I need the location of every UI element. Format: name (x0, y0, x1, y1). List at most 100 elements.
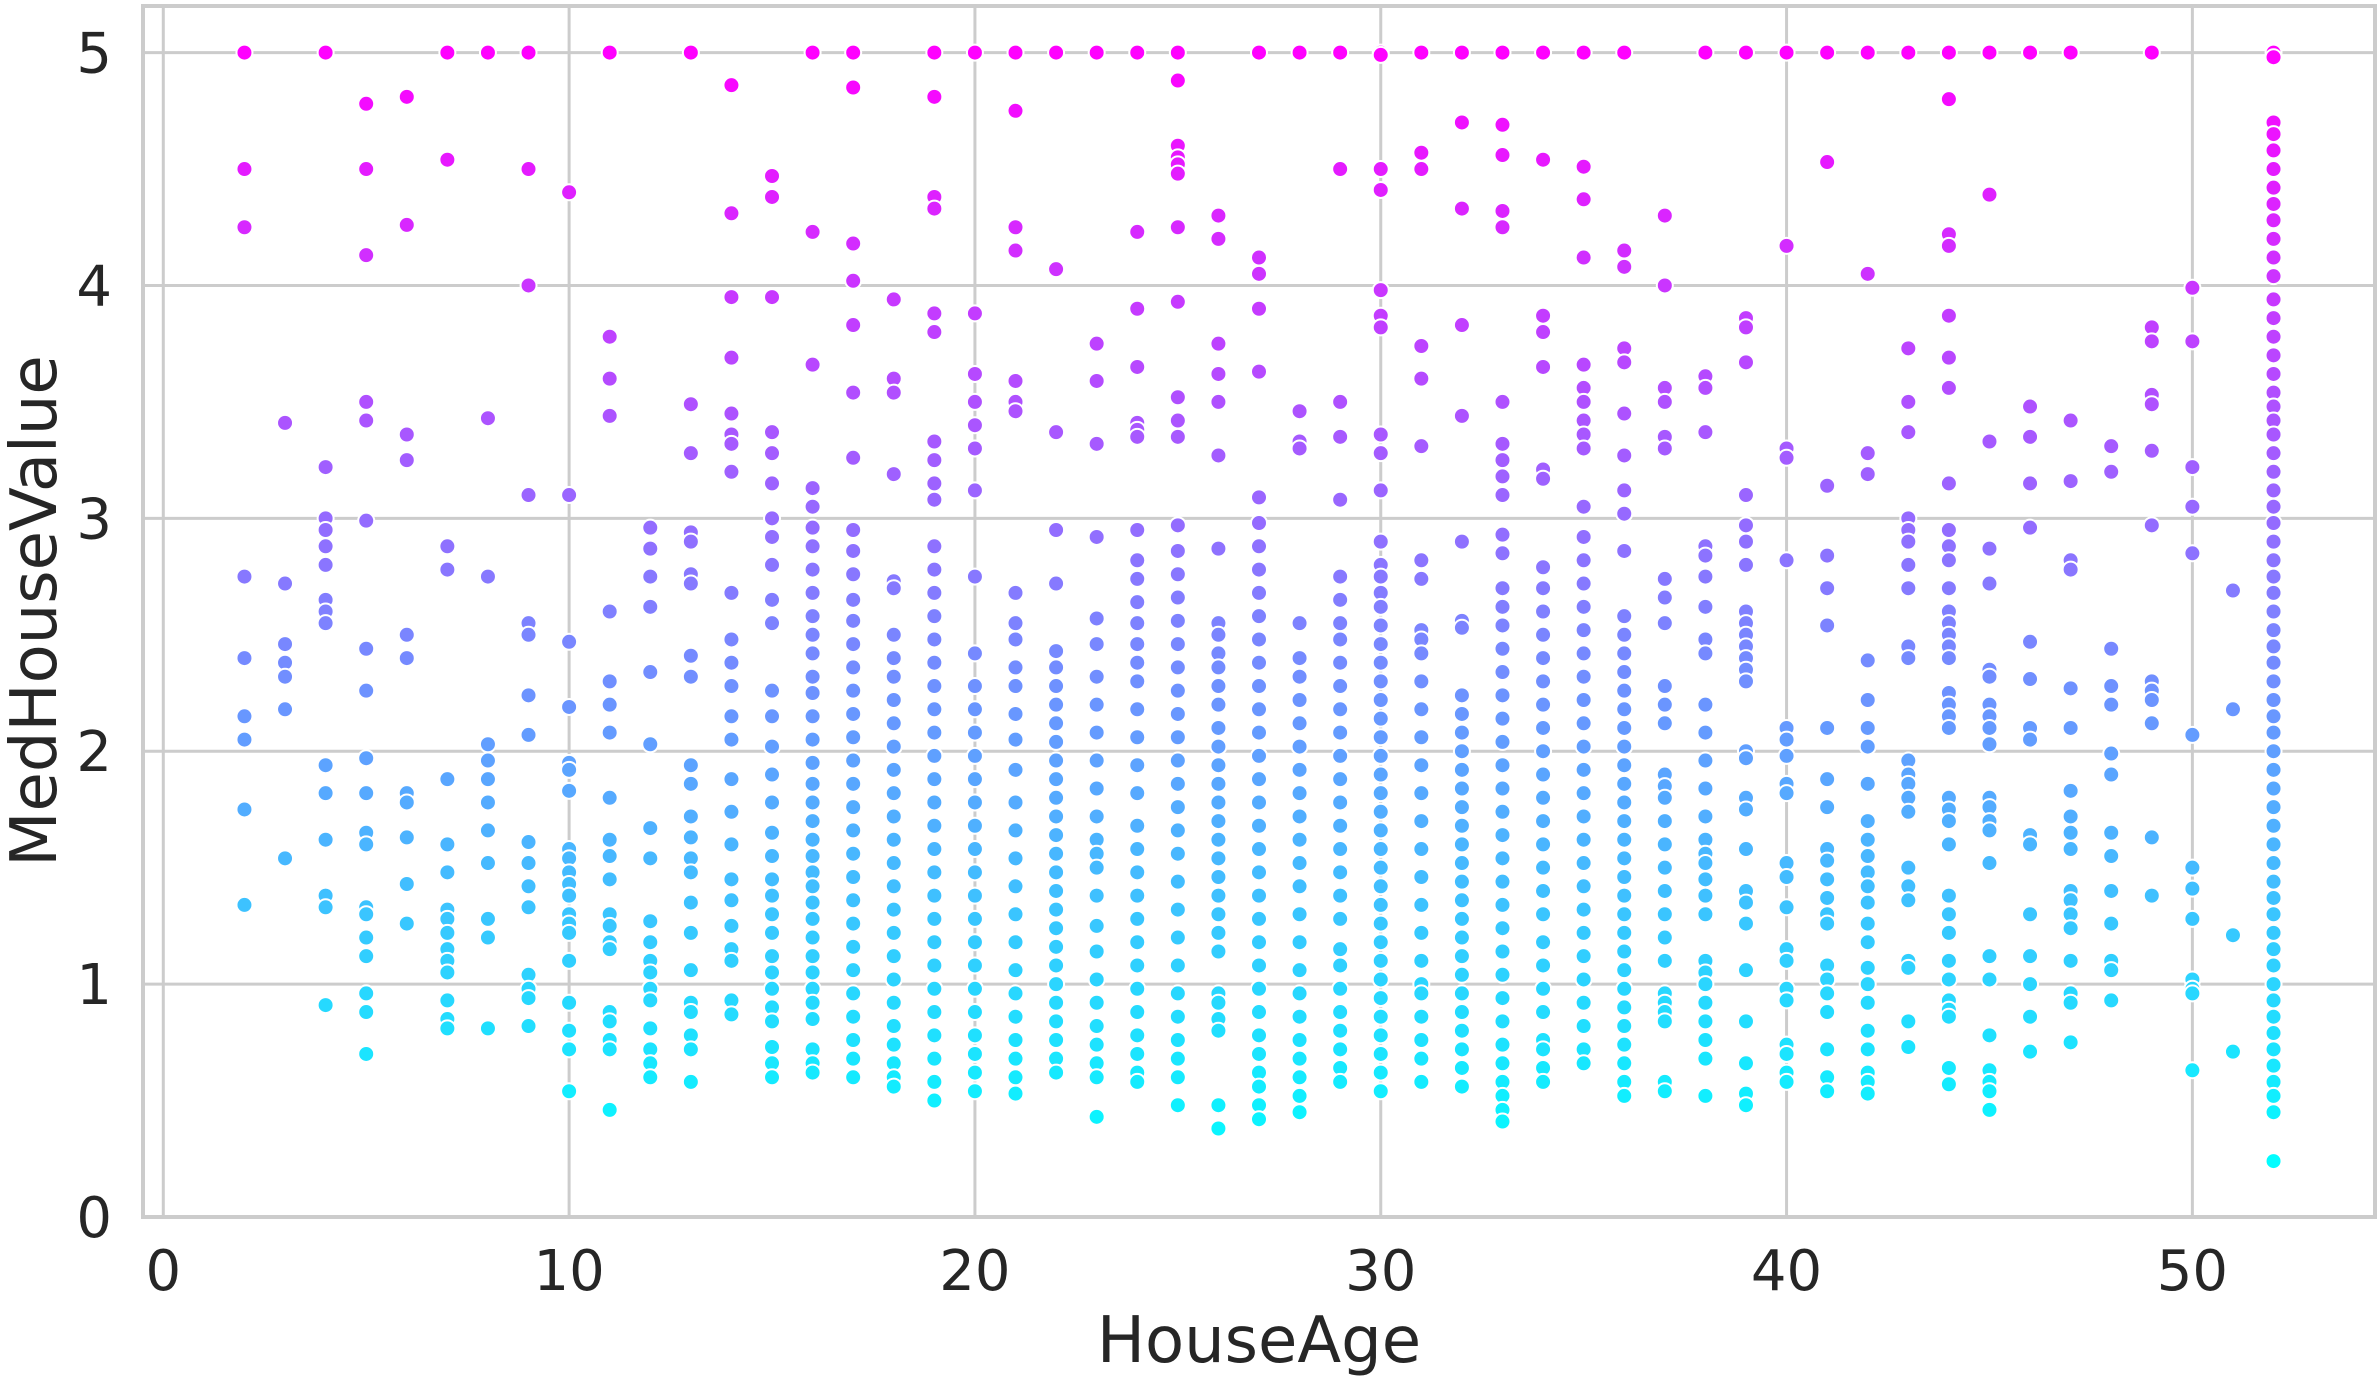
data-point (1493, 579, 1512, 598)
data-point (1452, 947, 1471, 966)
data-point (1493, 686, 1512, 705)
data-point (925, 474, 944, 493)
data-point (1047, 658, 1066, 677)
data-point (2264, 160, 2283, 179)
data-point (1615, 607, 1634, 626)
data-point (1128, 1026, 1147, 1045)
data-point (1371, 709, 1390, 728)
data-point (1250, 560, 1268, 579)
data-point (925, 723, 944, 742)
data-point (1371, 802, 1390, 821)
data-point (1696, 567, 1715, 586)
data-point (1209, 774, 1228, 793)
data-point (1696, 807, 1715, 826)
data-point (641, 1068, 660, 1087)
data-point (1168, 774, 1187, 793)
data-point (1534, 742, 1553, 761)
data-point (1047, 956, 1066, 975)
data-point (1006, 1068, 1025, 1087)
data-point (1006, 630, 1025, 649)
data-point (884, 807, 903, 826)
data-point (925, 677, 944, 696)
data-point (1006, 658, 1025, 677)
data-point (2183, 1061, 2202, 1080)
data-point (1574, 355, 1593, 374)
y-tick-label: 1 (76, 953, 112, 1018)
data-point (1371, 444, 1390, 463)
data-point (1290, 984, 1309, 1003)
data-point (1736, 353, 1755, 372)
data-point (1168, 728, 1187, 747)
data-point (1047, 520, 1066, 539)
data-point (1615, 1017, 1634, 1036)
data-point (1087, 807, 1106, 826)
data-point (1371, 951, 1390, 970)
data-point (2021, 518, 2040, 537)
data-point (1128, 520, 1147, 539)
data-point (1939, 348, 1958, 367)
data-point (1818, 1003, 1837, 1022)
data-point (1980, 185, 1999, 204)
data-point (1371, 1007, 1390, 1026)
data-point (1047, 1063, 1066, 1082)
data-point (1452, 965, 1471, 984)
data-point (519, 1017, 538, 1036)
data-point (1047, 881, 1066, 900)
data-point (884, 667, 903, 686)
data-point (1534, 1040, 1553, 1059)
data-point (1290, 614, 1309, 633)
data-point (1858, 690, 1877, 709)
data-point (1331, 886, 1350, 905)
data-point (1128, 653, 1147, 672)
data-point (884, 760, 903, 779)
data-point (276, 849, 295, 868)
data-point (1615, 625, 1634, 644)
data-point (1939, 236, 1958, 255)
data-point (1615, 663, 1634, 682)
data-point (641, 539, 660, 558)
data-point (803, 684, 822, 703)
data-point (1736, 800, 1755, 819)
data-point (1290, 649, 1309, 668)
data-point (1939, 718, 1958, 737)
data-point (2061, 1033, 2080, 1052)
data-point (1290, 807, 1309, 826)
data-point (316, 520, 335, 539)
data-point (763, 527, 782, 546)
data-point (1777, 867, 1796, 886)
data-point (1290, 43, 1309, 62)
data-point (600, 695, 619, 714)
data-point (2142, 43, 2161, 62)
data-point (1696, 723, 1715, 742)
data-point (844, 448, 863, 467)
data-point (1493, 467, 1512, 486)
data-point (316, 996, 335, 1015)
data-point (2264, 1103, 2283, 1122)
data-point (1980, 854, 1999, 873)
data-point (1534, 625, 1553, 644)
data-point (2264, 1040, 2283, 1059)
data-point (1168, 984, 1187, 1003)
data-point (2264, 194, 2283, 213)
data-point (1980, 432, 1999, 451)
data-point (560, 951, 579, 970)
data-point (1331, 567, 1350, 586)
data-point (1006, 1031, 1025, 1050)
data-point (965, 933, 984, 952)
data-point (1047, 993, 1066, 1012)
data-point (1858, 737, 1877, 756)
data-point (2264, 267, 2283, 286)
data-point (965, 700, 984, 719)
data-point (1493, 1035, 1512, 1054)
data-point (1006, 905, 1025, 924)
data-point (1371, 765, 1390, 784)
data-point (1209, 718, 1228, 737)
data-point (1858, 651, 1877, 670)
data-point (1980, 947, 1999, 966)
data-point (1858, 812, 1877, 831)
data-point (1777, 1044, 1796, 1063)
data-point (1452, 779, 1471, 798)
data-point (1250, 909, 1268, 928)
data-point (1858, 914, 1877, 933)
